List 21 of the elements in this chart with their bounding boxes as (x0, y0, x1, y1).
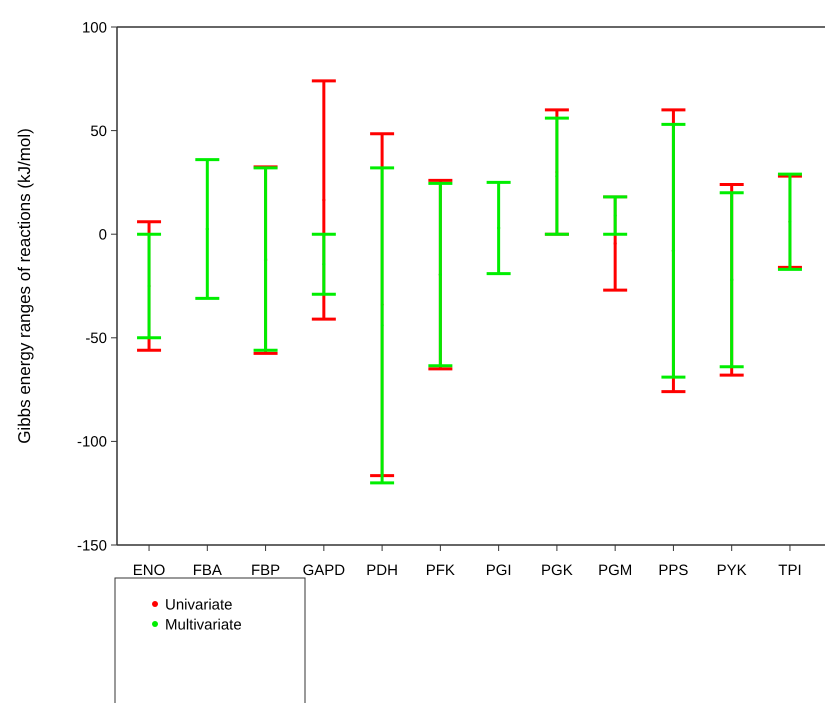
y-tick-label: -100 (76, 434, 107, 451)
x-tick-label: PDH (366, 562, 398, 579)
y-tick-label: -50 (85, 330, 107, 348)
x-tick-label: PGK (541, 562, 573, 579)
x-tick-label: PGM (598, 562, 632, 579)
x-tick-label: PYK (716, 562, 747, 579)
x-tick-label: GAPD (302, 562, 346, 579)
x-tick-label: ENO (132, 562, 166, 579)
x-tick-label: PGI (486, 562, 512, 579)
legend-label: Multivariate (165, 616, 242, 634)
y-tick-label: 0 (98, 226, 107, 244)
y-tick-label: 50 (90, 122, 107, 140)
x-tick-label: TPI (778, 562, 802, 579)
x-tick-label: PPS (658, 562, 688, 579)
legend-label: Univariate (165, 596, 233, 614)
x-tick-label: FBA (192, 562, 222, 579)
y-axis-title: Gibbs energy ranges of reactions (kJ/mol) (15, 128, 34, 444)
x-tick-label: FBP (250, 562, 280, 579)
y-tick-label: 100 (82, 19, 107, 36)
x-tick-label: PFK (426, 562, 455, 579)
y-tick-label: -150 (76, 537, 107, 554)
